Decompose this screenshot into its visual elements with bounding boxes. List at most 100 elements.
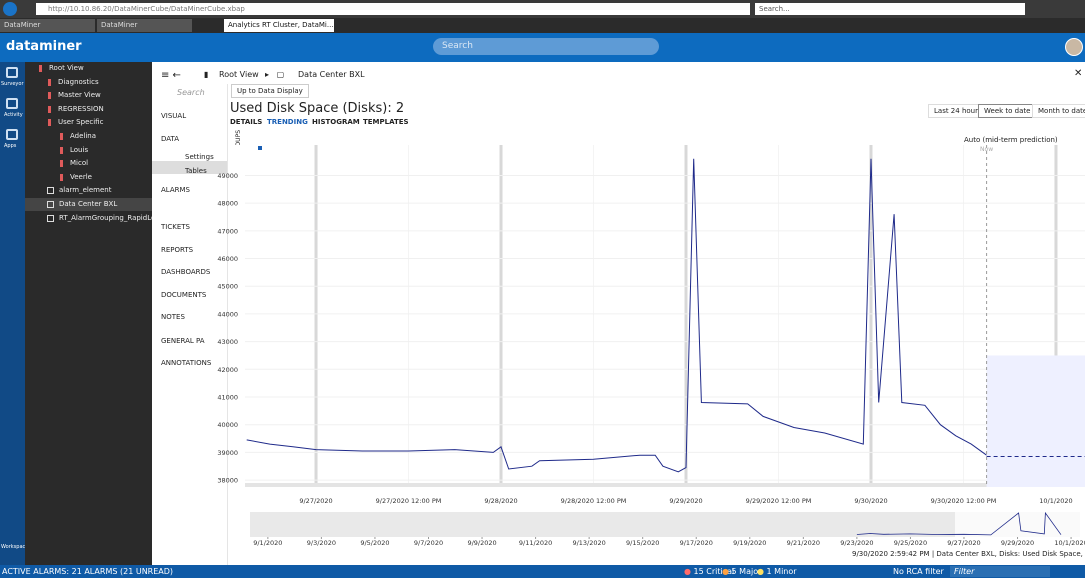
x-tick-label: 9/28/2020 xyxy=(484,497,517,505)
overview-bg xyxy=(250,512,1080,537)
tree-icon xyxy=(48,105,51,113)
nav-item[interactable]: REPORTS xyxy=(161,246,194,254)
tree-item[interactable]: Micol xyxy=(70,159,89,168)
x-tick-label: 9/7/2020 xyxy=(414,539,443,547)
nav-item[interactable]: ANNOTATIONS xyxy=(161,359,212,367)
breadcrumb[interactable]: Data Center BXL xyxy=(298,70,365,79)
nav-item[interactable]: Settings xyxy=(185,153,214,161)
menu-icon[interactable]: ≡ ← xyxy=(161,70,181,81)
icon-rail: Workspace Surveyor Activity Apps xyxy=(0,62,29,565)
x-tick-label: 9/29/2020 xyxy=(669,497,702,505)
tree-item[interactable]: REGRESSION xyxy=(58,104,104,113)
back-button[interactable] xyxy=(3,2,17,16)
chart-bg xyxy=(228,145,1085,487)
x-tick-label: 9/19/2020 xyxy=(733,539,766,547)
browser-tab[interactable]: DataMiner xyxy=(97,19,192,32)
tree-item[interactable]: Adelina xyxy=(70,132,97,140)
nav-item[interactable]: DASHBOARDS xyxy=(161,268,211,276)
x-tick-label: 9/13/2020 xyxy=(572,539,605,547)
nav-item[interactable]: Tables xyxy=(185,167,207,175)
nav-item[interactable]: DATA xyxy=(161,135,180,143)
tree-icon xyxy=(48,119,51,127)
nav-item[interactable]: GENERAL PA xyxy=(161,337,205,345)
browser-tab[interactable]: Analytics RT Cluster, DataMi... xyxy=(224,19,334,32)
x-tick-label: 9/11/2020 xyxy=(519,539,552,547)
x-axis-strip xyxy=(245,483,1085,487)
browser-search[interactable]: Search... xyxy=(755,3,1025,15)
tree-icon xyxy=(47,187,54,195)
button[interactable]: Up to Data Display xyxy=(231,84,309,98)
range-button[interactable]: Month to date xyxy=(1032,104,1085,118)
x-tick-label: 9/28/2020 12:00 PM xyxy=(561,497,627,505)
y-tick-label: 42000 xyxy=(217,366,238,374)
nav-item[interactable]: VISUAL xyxy=(161,112,187,120)
view-tab[interactable]: TRENDING xyxy=(267,118,308,126)
tree-icon xyxy=(60,173,63,181)
rail-icon xyxy=(6,98,18,109)
tree-item[interactable]: alarm_element xyxy=(59,186,112,195)
browser-tab[interactable]: DataMiner xyxy=(0,19,95,32)
filter-field[interactable]: Filter xyxy=(950,566,1050,577)
critical-count[interactable]: ● 15 Critical xyxy=(684,567,735,576)
x-tick-label: 9/29/2020 xyxy=(1001,539,1034,547)
view-tab[interactable]: TEMPLATES xyxy=(363,118,409,126)
major-count[interactable]: ● 5 Major xyxy=(722,567,762,576)
y-tick-label: 45000 xyxy=(217,283,238,291)
tree-icon xyxy=(47,214,54,222)
x-tick-label: 9/15/2020 xyxy=(626,539,659,547)
tree-item[interactable]: Master View xyxy=(58,91,101,100)
tree-item[interactable]: RT_AlarmGrouping_RapidLoca xyxy=(59,213,164,222)
x-tick-label: 9/25/2020 xyxy=(894,539,927,547)
rail-icon xyxy=(6,67,18,78)
alarm-count[interactable]: ACTIVE ALARMS: 21 ALARMS (21 UNREAD) xyxy=(2,567,174,576)
tree-selection xyxy=(25,198,152,211)
label: 5 Major xyxy=(731,567,762,576)
x-tick-label: 9/29/2020 12:00 PM xyxy=(746,497,812,505)
x-tick-label: 9/17/2020 xyxy=(680,539,713,547)
header-search[interactable]: Search xyxy=(433,38,659,55)
tree-item[interactable]: Data Center BXL xyxy=(59,200,118,208)
view-tab[interactable]: HISTOGRAM xyxy=(312,118,360,126)
rail-item[interactable]: Apps xyxy=(4,143,17,149)
nav-item[interactable]: TICKETS xyxy=(161,223,190,231)
breadcrumb[interactable]: Root View xyxy=(219,70,259,79)
x-tick-label: 9/27/2020 xyxy=(299,497,332,505)
tree-item[interactable]: Veerle xyxy=(70,172,92,181)
x-tick-label: 10/1/2020 xyxy=(1054,539,1085,547)
up-button[interactable]: Up to Data Display xyxy=(231,84,309,98)
legend-swatch xyxy=(258,146,262,150)
url-field[interactable]: http://10.10.86.20/DataMinerCube/DataMin… xyxy=(36,3,750,15)
series-line xyxy=(856,511,1062,536)
rail-item[interactable]: Activity xyxy=(4,112,23,118)
status-bar: ACTIVE ALARMS: 21 ALARMS (21 UNREAD) ● 1… xyxy=(0,565,1085,578)
y-tick-label: 41000 xyxy=(217,394,238,402)
nav-search[interactable]: Search xyxy=(177,88,205,97)
avatar[interactable] xyxy=(1065,38,1083,56)
surveyor-tree: Root View Diagnostics Master View REGRESSIO… xyxy=(25,62,163,565)
tree-icon xyxy=(60,146,63,154)
y-tick-label: 38000 xyxy=(217,477,238,485)
label: 15 Critical xyxy=(693,567,735,576)
close-button[interactable]: ✕ xyxy=(1074,68,1083,79)
tree-icon xyxy=(47,201,54,208)
tree-item[interactable]: Root View xyxy=(49,64,84,72)
x-tick-label: 9/3/2020 xyxy=(307,539,336,547)
tree-item[interactable]: Louis xyxy=(70,145,89,154)
nav-item[interactable]: NOTES xyxy=(161,313,185,321)
nav-item[interactable]: DOCUMENTS xyxy=(161,291,207,299)
rail-item[interactable]: Surveyor xyxy=(1,81,24,87)
rca-filter[interactable]: No RCA filter xyxy=(893,567,944,576)
nav-item[interactable]: ALARMS xyxy=(161,186,190,194)
tree-icon xyxy=(48,78,51,86)
rail-item[interactable]: Workspace xyxy=(1,544,29,550)
x-tick-label: 9/21/2020 xyxy=(787,539,820,547)
minor-count[interactable]: ● 1 Minor xyxy=(757,567,797,576)
tree-icon xyxy=(48,92,51,100)
view-tab[interactable]: DETAILS xyxy=(230,118,263,126)
prediction-select[interactable]: Auto (mid-term prediction) xyxy=(964,136,1058,144)
tree-item[interactable]: User Specific xyxy=(58,118,104,127)
y-tick-label: 44000 xyxy=(217,310,238,318)
tree-item[interactable]: Diagnostics xyxy=(58,77,99,86)
